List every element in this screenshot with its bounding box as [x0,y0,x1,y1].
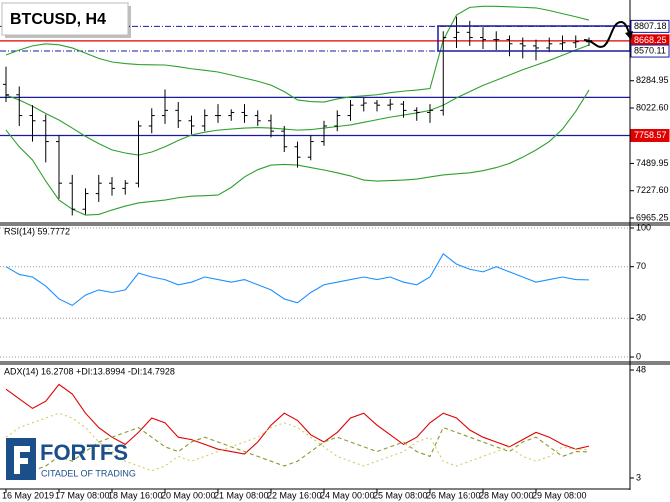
y-tick-label: 100 [636,222,651,232]
brand-tagline: CITADEL OF TRADING [41,468,136,478]
forecast-arrow [625,31,633,40]
rsi-title: RSI(14) 59.7772 [4,226,70,236]
y-tick-label: 30 [636,313,646,323]
level-label: 7758.57 [634,130,667,140]
y-tick-label: 70 [636,261,646,271]
y-tick-label: 3 [636,472,641,482]
series-line [5,426,590,472]
series-line [5,5,590,103]
logo-mark [14,446,30,474]
y-tick-label: 48 [636,364,646,374]
series-line [5,383,590,455]
level-label-box [630,19,670,33]
x-tick-label: 20 May 00:00 [161,490,216,500]
x-tick-label: 29 May 08:00 [532,490,587,500]
x-tick-label: 21 May 08:00 [214,490,269,500]
y-tick-label: 8022.60 [636,102,669,112]
x-tick-label: 18 May 16:00 [108,490,163,500]
x-tick-label: 25 May 08:00 [373,490,428,500]
y-tick-label: 8284.95 [636,75,669,85]
x-tick-label: 17 May 08:00 [55,490,110,500]
level-label-box [630,44,670,58]
chart-title: BTCUSD, H4 [10,11,106,28]
x-tick-label: 26 May 16:00 [426,490,481,500]
y-tick-label: 7227.60 [636,185,669,195]
plot: 8284.95 8022.60 7489.95 7227.60 6965.25 8807.… [0,5,670,500]
x-tick-label: 28 May 00:00 [479,490,534,500]
level-label-box [630,128,670,142]
level-label: 8807.18 [634,21,667,31]
brand-name: FORTFS [40,440,128,465]
series-line [5,44,590,156]
x-tick-label: 22 May 16:00 [267,490,322,500]
forecast-curve [583,20,631,48]
adx-title: ADX(14) 16.2708 +DI:13.8994 -DI:14.7928 [4,366,175,376]
level-label: 8668.25 [634,35,667,45]
y-tick-label: 7489.95 [636,158,669,168]
y-tick-label: 0 [636,351,641,361]
x-tick-label: 24 May 00:00 [320,490,375,500]
title-box [1,2,129,36]
level-label: 8570.11 [634,45,666,55]
y-tick-label: 6965.25 [636,212,669,222]
series-line [5,252,590,307]
x-tick-label: 16 May 2019 [2,490,54,500]
